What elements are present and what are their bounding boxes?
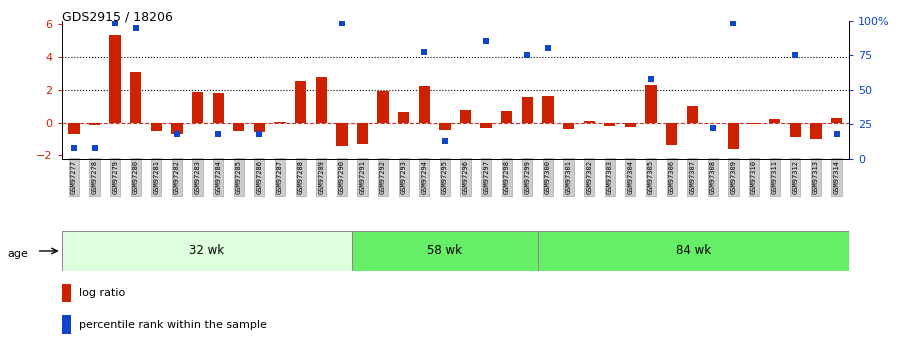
Bar [377,91,389,122]
Bar [481,122,491,128]
Bar [62,231,352,271]
Bar [831,118,843,122]
Bar [748,122,759,124]
Bar [542,96,554,122]
Bar [171,122,183,134]
Bar [419,86,430,122]
Bar [398,112,409,122]
Bar [336,122,348,146]
Bar [563,122,575,129]
Bar [460,110,472,122]
Text: percentile rank within the sample: percentile rank within the sample [79,319,267,329]
Bar [62,284,71,302]
Bar [253,122,265,132]
Bar [605,122,615,126]
Bar [352,231,538,271]
Bar [68,122,80,134]
Bar [810,122,822,139]
Bar [233,122,244,131]
Bar [110,36,120,122]
Bar [295,81,306,122]
Text: 58 wk: 58 wk [427,245,462,257]
Bar [213,93,224,122]
Bar [316,77,327,122]
Bar [687,106,698,122]
Bar [624,122,636,128]
Bar [538,231,849,271]
Bar [790,122,801,137]
Bar [666,122,677,145]
Bar [130,72,141,122]
Text: log ratio: log ratio [79,288,125,298]
Bar [645,85,657,122]
Bar [501,111,512,122]
Bar [728,122,739,149]
Bar [707,122,719,124]
Text: age: age [7,249,28,258]
Bar [584,121,595,122]
Bar [151,122,162,131]
Text: 84 wk: 84 wk [676,245,711,257]
Bar [769,119,780,122]
Bar [192,92,204,122]
Bar [357,122,368,144]
Bar [439,122,451,130]
Bar [62,315,71,334]
Text: GDS2915 / 18206: GDS2915 / 18206 [62,10,173,23]
Bar [89,122,100,125]
Text: 32 wk: 32 wk [189,245,224,257]
Bar [521,97,533,122]
